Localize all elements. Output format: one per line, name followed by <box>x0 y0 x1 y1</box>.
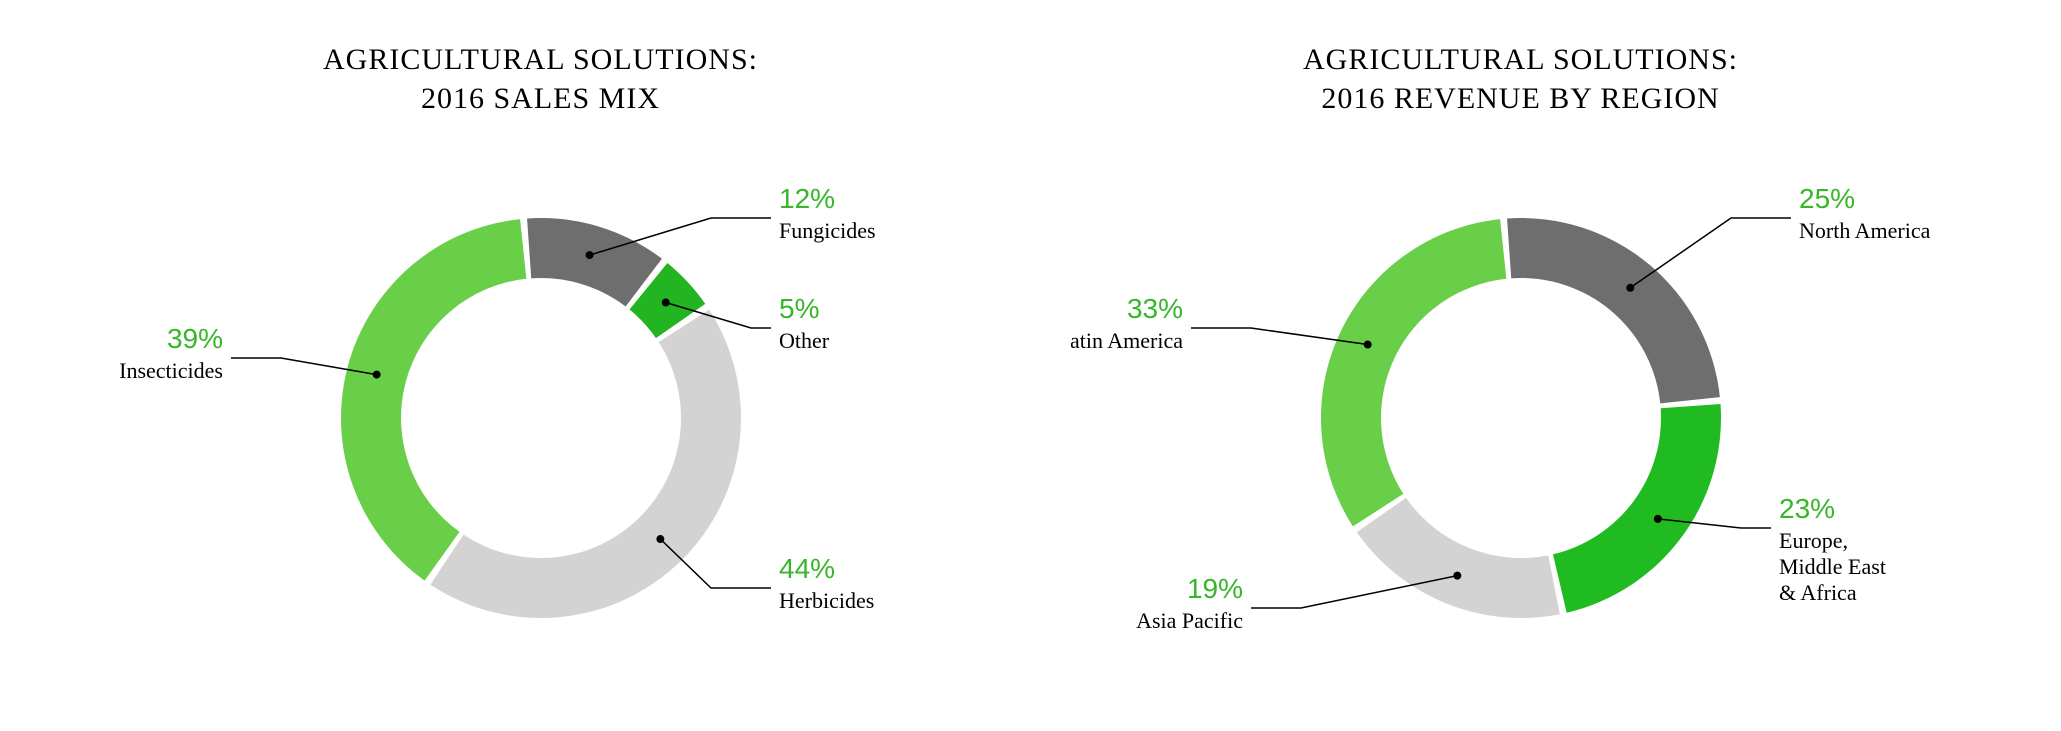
donut-chart: 25% North America 23% Europe,Middle East& A… <box>1071 158 1971 678</box>
slice-label: Other <box>779 328 830 353</box>
chart-area: 12% Fungicides 5% Other 44% Herbicides 39% Inse… <box>91 158 991 678</box>
slice-label: Insecticides <box>119 358 223 383</box>
slice-percent: 12% <box>779 183 835 214</box>
slice-percent: 25% <box>1799 183 1855 214</box>
donut-slice <box>527 218 662 306</box>
slice-label: Herbicides <box>779 588 874 613</box>
slice-percent: 39% <box>166 323 222 354</box>
slice-percent: 5% <box>779 293 819 324</box>
donut-slice <box>1507 218 1720 403</box>
chart-panel: AGRICULTURAL SOLUTIONS:2016 SALES MIX 12%… <box>91 40 991 678</box>
slice-percent: 44% <box>779 553 835 584</box>
slice-percent: 23% <box>1779 493 1835 524</box>
chart-area: 25% North America 23% Europe,Middle East& A… <box>1071 158 1971 678</box>
donut-slice <box>1356 498 1559 618</box>
donut-slice <box>1321 219 1506 526</box>
slice-label: North America <box>1799 218 1931 243</box>
chart-title: AGRICULTURAL SOLUTIONS:2016 SALES MIX <box>323 40 758 118</box>
slice-percent: 33% <box>1126 293 1182 324</box>
slice-label: Asia Pacific <box>1136 608 1243 633</box>
slice-percent: 19% <box>1186 573 1242 604</box>
slice-label: Latin America <box>1071 328 1183 353</box>
donut-slices <box>1321 218 1721 618</box>
slice-label: Europe,Middle East& Africa <box>1779 528 1886 605</box>
donut-chart: 12% Fungicides 5% Other 44% Herbicides 39% Inse… <box>91 158 991 678</box>
chart-title: AGRICULTURAL SOLUTIONS:2016 REVENUE BY R… <box>1303 40 1738 118</box>
donut-slice <box>1552 404 1720 613</box>
slice-label: Fungicides <box>779 218 876 243</box>
chart-panel: AGRICULTURAL SOLUTIONS:2016 REVENUE BY R… <box>1071 40 1971 678</box>
donut-slice <box>340 219 525 581</box>
